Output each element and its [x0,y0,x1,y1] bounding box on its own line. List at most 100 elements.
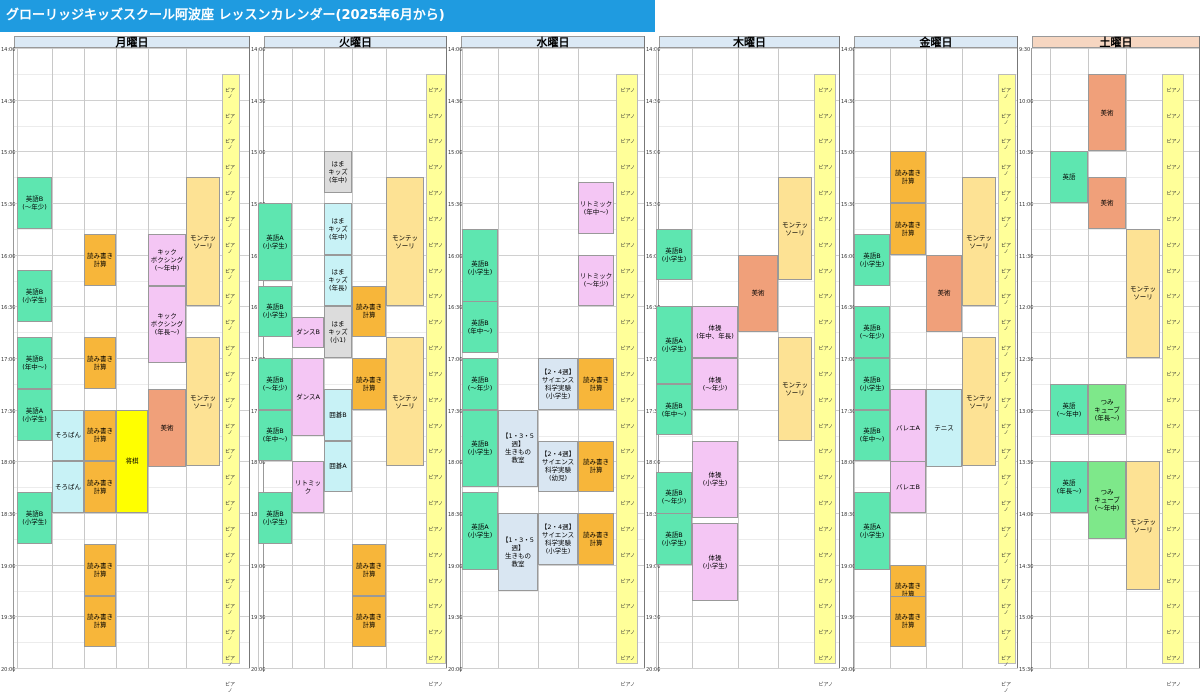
lesson-block[interactable]: ダンスB [292,316,324,348]
lesson-block[interactable]: 美術 [1088,73,1126,152]
lesson-block[interactable]: 英語B (小学生) [258,492,292,544]
lesson-block[interactable]: 読み書き 計算 [84,337,116,389]
piano-label: ピアノ [620,526,635,533]
lesson-block[interactable]: 英語A (小学生) [656,306,692,384]
lesson-block[interactable]: はま キッズ (年中) [324,203,352,255]
lesson-block[interactable]: モンテッ ソーリ [778,177,812,281]
lesson-block[interactable]: 英語B (〜年少) [17,177,52,229]
lesson-block[interactable]: モンテッ ソーリ [1126,228,1160,358]
lesson-block[interactable]: モンテッ ソーリ [186,177,220,307]
lesson-block[interactable]: 英語B (小学生) [854,358,890,410]
lesson-block[interactable]: 【2・4週】 サイエンス 科学実験 (小学生) [538,358,578,410]
lesson-block[interactable]: 美術 [148,389,186,467]
lesson-block[interactable]: 読み書き 計算 [890,203,926,255]
lesson-block[interactable]: 英語B (年中〜) [462,301,498,353]
time-label: 15:30 [1,202,16,208]
lesson-block[interactable]: 読み書き 計算 [578,358,614,410]
lesson-block[interactable]: はま キッズ (小1) [324,306,352,358]
lesson-block[interactable]: モンテッ ソーリ [1126,461,1160,591]
lesson-block[interactable]: 読み書き 計算 [890,151,926,203]
lesson-block[interactable]: 英語B (年中〜) [854,409,890,462]
lesson-block[interactable]: 読み書き 計算 [84,234,116,286]
lesson-block[interactable]: 体操 (小学生) [692,440,738,519]
lesson-block[interactable]: モンテッ ソーリ [962,177,996,307]
lesson-block[interactable]: モンテッ ソーリ [386,337,424,467]
time-label: 17:30 [841,408,856,415]
lesson-block[interactable]: 美術 [1088,177,1126,229]
lesson-block[interactable]: 美術 [738,254,778,333]
lesson-block[interactable]: 英語B (小学生) [854,234,890,286]
lesson-block[interactable]: 英語A (小学生) [17,389,52,441]
grid-line [264,538,447,540]
lesson-block[interactable]: モンテッ ソーリ [386,177,424,307]
lesson-block[interactable]: 英語A (小学生) [854,492,890,570]
lesson-block[interactable]: 英語B (小学生) [462,228,498,307]
lesson-block[interactable]: 読み書き 計算 [352,358,386,410]
lesson-block[interactable]: キック ボクシング (年長〜) [148,285,186,364]
lesson-block[interactable]: 英語B (年中〜) [17,337,52,389]
lesson-block[interactable]: 読み書き 計算 [84,461,116,513]
lesson-block[interactable]: 読み書き 計算 [578,440,614,493]
lesson-block[interactable]: 体操 (小学生) [692,523,738,601]
lesson-block[interactable]: 英語B (小学生) [17,270,52,322]
lesson-block[interactable]: ダンスA [292,358,324,436]
lesson-block[interactable]: 英語B (〜年少) [258,358,292,410]
lesson-block[interactable]: 読み書き 計算 [84,595,116,648]
lesson-block[interactable]: リトミック [292,461,324,513]
lesson-block[interactable]: 英語B (小学生) [462,409,498,488]
lesson-block[interactable]: 英語A (小学生) [258,203,292,281]
lesson-block[interactable]: 英語A (小学生) [462,492,498,570]
lesson-block[interactable]: 読み書き 計算 [352,544,386,596]
piano-label: ピアノ [1000,191,1011,204]
lesson-block[interactable]: 英語 (年長〜) [1050,461,1088,513]
lesson-block[interactable]: 英語B (年中〜) [258,409,292,462]
lesson-block[interactable]: 英語B (小学生) [656,513,692,565]
lesson-block[interactable]: バレエA [890,389,926,467]
lesson-block[interactable]: 【2・4週】 サイエンス 科学実験 (小学生) [538,513,578,565]
lesson-block[interactable]: 読み書き 計算 [578,513,614,565]
lesson-block[interactable]: 囲碁B [324,389,352,441]
lesson-block[interactable]: 読み書き 計算 [352,285,386,338]
lesson-block[interactable]: モンテッ ソーリ [186,337,220,467]
lesson-block[interactable]: そろばん [52,409,84,462]
time-label: 16:00 [646,253,661,260]
lesson-block[interactable]: 読み書き 計算 [890,595,926,648]
lesson-block[interactable]: 読み書き 計算 [84,544,116,596]
lesson-block[interactable]: リトミック (年中〜) [578,182,614,234]
lesson-block[interactable]: そろばん [52,461,84,513]
lesson-block[interactable]: 英語 [1050,151,1088,203]
lesson-block[interactable]: 英語B (小学生) [656,228,692,281]
lesson-block[interactable]: はま キッズ (年中) [324,151,352,193]
lesson-block[interactable]: 美術 [926,254,962,333]
lesson-block[interactable]: テニス [926,389,962,467]
lesson-block[interactable]: 英語B (〜年少) [854,306,890,358]
lesson-block[interactable]: 英語B (〜年少) [462,358,498,410]
lesson-block[interactable]: 英語B (小学生) [258,285,292,338]
lesson-block[interactable]: つみ キューブ (年長〜) [1088,383,1126,436]
lesson-block[interactable]: キック ボクシング (〜年中) [148,234,186,286]
lesson-block[interactable]: 読み書き 計算 [84,409,116,462]
lesson-block[interactable]: 【1・3・5週】 生きもの 教室 [498,409,538,488]
lesson-block[interactable]: 体操 (〜年少) [692,358,738,410]
lesson-block[interactable]: 囲碁A [324,440,352,493]
lesson-block[interactable]: 英語 (〜年中) [1050,383,1088,436]
lesson-block[interactable]: 【2・4週】 サイエンス 科学実験 (幼児) [538,440,578,493]
grid-line [498,48,499,668]
piano-label: ピアノ [1166,423,1181,430]
lesson-block[interactable]: モンテッ ソーリ [962,337,996,467]
lesson-block[interactable]: モンテッ ソーリ [778,337,812,441]
lesson-block[interactable]: はま キッズ (年長) [324,254,352,307]
grid-line [264,280,447,282]
lesson-block[interactable]: 体操 (年中、年長) [692,306,738,358]
lesson-block[interactable]: バレエB [890,461,926,513]
lesson-block[interactable]: つみ キューブ (〜年中) [1088,461,1126,539]
lesson-block[interactable]: 英語B (年中〜) [656,383,692,436]
grid-line [14,332,250,334]
lesson-block[interactable]: 読み書き 計算 [352,595,386,648]
lesson-block[interactable]: リトミック (〜年少) [578,254,614,307]
grid-line [659,177,840,179]
lesson-block[interactable]: 将棋 [116,409,148,513]
grid-line [854,487,1018,489]
lesson-block[interactable]: 英語B (小学生) [17,492,52,544]
lesson-block[interactable]: 【1・3・5週】 生きもの 教室 [498,513,538,591]
